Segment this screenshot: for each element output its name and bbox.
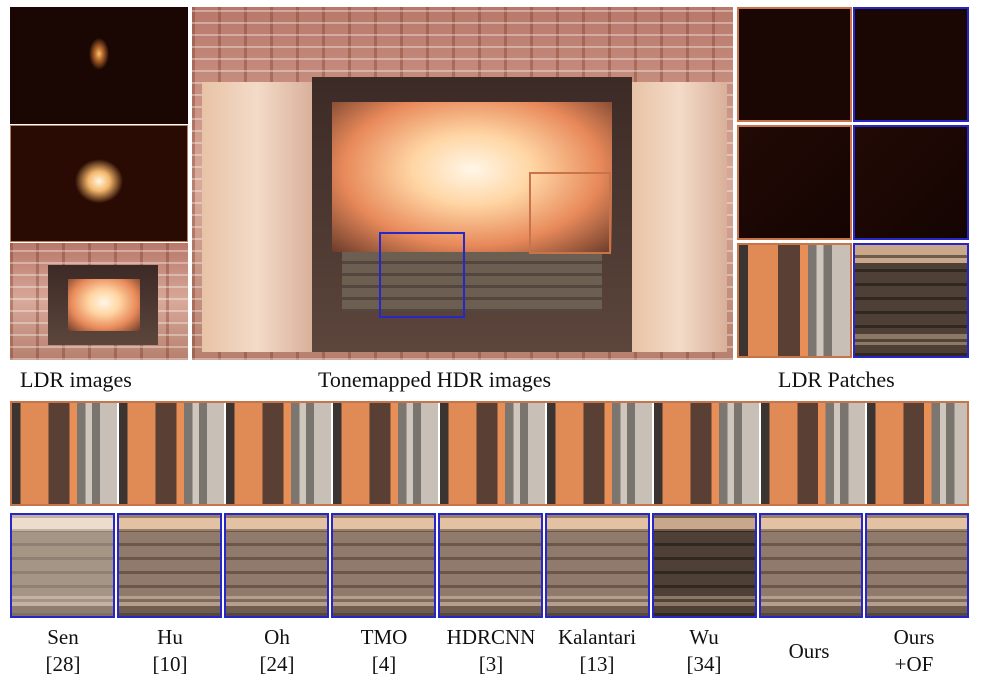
method-label-hu: Hu [10] [116,624,224,678]
method-label-tmo: TMO [4] [330,624,438,678]
method-label-kalantari: Kalantari [13] [543,624,651,678]
blue-comparison-row [10,513,969,618]
method-name: HDRCNN [446,625,536,649]
orange-patch-tmo [333,403,438,504]
orange-patch-kalantari [547,403,652,504]
orange-patch-wu [654,403,759,504]
blue-patch-ours [759,513,863,618]
blue-patch-hdrcnn [438,513,543,618]
method-ref: [34] [686,652,722,676]
orange-patch-sen [12,403,117,504]
blue-patch-kalantari [545,513,650,618]
ldr-patch-blue-2 [853,125,969,240]
method-label-ours: Ours [755,638,863,665]
ldr-image-medium [10,125,188,242]
blue-patch-hu [117,513,222,618]
blue-patch-tmo [331,513,436,618]
method-ref: [24] [259,652,295,676]
caption-ldr-patches: LDR Patches [778,367,895,392]
orange-patch-hu [119,403,224,504]
orange-comparison-row [10,401,969,506]
method-name: Kalantari [557,625,637,649]
blue-patch-sen [10,513,115,618]
caption-ldr-images: LDR images [20,367,132,392]
ldr-patch-blue-1 [853,7,969,122]
method-label-hdrcnn: HDRCNN [3] [437,624,545,678]
method-label-sen: Sen [28] [9,624,117,678]
method-ref: [3] [478,652,504,676]
method-name: Oh [264,625,290,649]
method-name: Ours [893,625,935,649]
method-ref: [28] [45,652,81,676]
orange-patch-hdrcnn [440,403,545,504]
orange-patch-ours [761,403,865,504]
blue-patch-oh [224,513,329,618]
method-name: Hu [157,625,183,649]
method-label-oh: Oh [24] [223,624,331,678]
caption-tonemapped-hdr: Tonemapped HDR images [318,367,552,392]
orange-patch-ours-of [867,403,967,504]
method-label-ours-of: Ours +OF [860,624,968,678]
ldr-patch-orange-3 [737,243,852,358]
method-name: TMO [360,625,408,649]
method-name: Ours [788,639,830,663]
ldr-patch-orange-1 [737,7,852,122]
method-ref: [4] [371,652,397,676]
blue-patch-ours-of [865,513,969,618]
method-ref: +OF [894,652,934,676]
ldr-patch-orange-2 [737,125,852,240]
method-ref: [10] [152,652,188,676]
orange-highlight-box [529,172,611,254]
method-name: Wu [689,625,719,649]
method-ref: [13] [579,652,615,676]
orange-patch-oh [226,403,331,504]
method-label-wu: Wu [34] [650,624,758,678]
blue-highlight-box [379,232,465,318]
blue-patch-wu [652,513,757,618]
ldr-image-bright [10,243,188,360]
ldr-patch-blue-3 [853,243,969,358]
tonemapped-hdr-image [192,7,733,360]
ldr-image-dark [10,7,188,124]
method-name: Sen [47,625,79,649]
